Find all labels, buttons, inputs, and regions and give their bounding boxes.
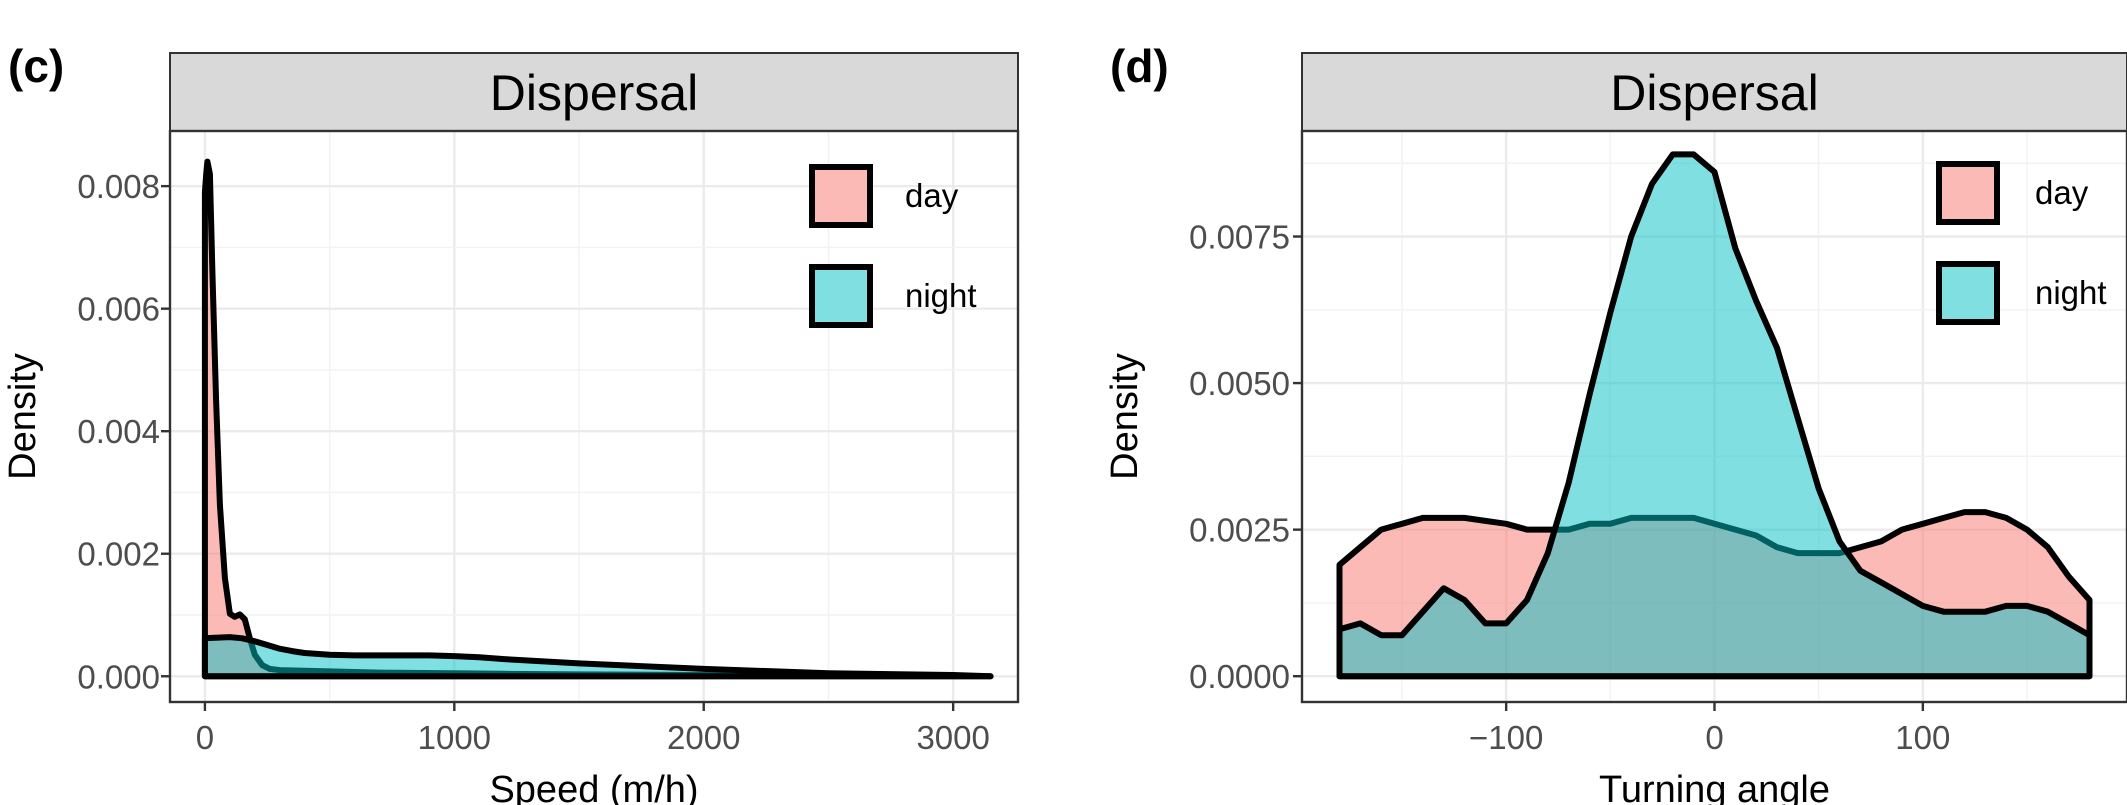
- y-tick-label: 0.0075: [1189, 219, 1290, 256]
- y-axis-title: Density: [2, 353, 44, 480]
- legend-key-day: [809, 164, 873, 228]
- panel-tag: (d): [1110, 40, 1169, 92]
- legend-label-night: night: [2035, 274, 2107, 311]
- x-tick-label: 100: [1895, 719, 1950, 756]
- strip-title: Dispersal: [490, 65, 698, 121]
- x-tick-label: −100: [1469, 719, 1543, 756]
- plot-border: [168, 129, 1020, 704]
- plot-background: [170, 131, 1018, 702]
- x-axis-title: Turning angle: [1599, 769, 1830, 805]
- legend: day night: [1936, 161, 2107, 325]
- y-tick-label: 0.006: [77, 291, 160, 328]
- x-tick-label: 1000: [418, 719, 491, 756]
- legend-item-day: day: [809, 164, 959, 228]
- x-tick-label: 3000: [916, 719, 989, 756]
- legend-item-night: night: [809, 264, 977, 328]
- y-tick-label: 0.000: [77, 658, 160, 695]
- legend-key-night: [1936, 261, 2000, 325]
- legend-label-night: night: [905, 277, 977, 314]
- legend-key-night: [809, 264, 873, 328]
- legend: day night: [809, 164, 977, 328]
- y-tick-label: 0.0025: [1189, 512, 1290, 549]
- y-tick-label: 0.004: [77, 413, 160, 450]
- density-layer: [201, 158, 994, 680]
- chart-panel-1: (c) Dispersal 0 1000 2000 3000 0.000 0.002 0.004…: [2, 40, 1020, 805]
- y-axis-title: Density: [1104, 353, 1146, 480]
- panel-tag: (c): [8, 40, 64, 92]
- chart-panel-2: (d) Dispersal −100 0 100 0.0000 0.0025 0.0050 0.…: [1104, 40, 2127, 805]
- density-night: [1336, 151, 2093, 680]
- x-tick-label: 0: [1705, 719, 1723, 756]
- legend-label-day: day: [905, 177, 959, 214]
- density-layer: [1336, 151, 2093, 680]
- legend-item-day: day: [1936, 161, 2089, 225]
- legend-label-day: day: [2035, 174, 2089, 211]
- y-tick-label: 0.008: [77, 168, 160, 205]
- legend-item-night: night: [1936, 261, 2107, 325]
- strip-header: [169, 52, 1019, 132]
- y-tick-label: 0.0050: [1189, 365, 1290, 402]
- x-tick-label: 2000: [667, 719, 740, 756]
- y-tick-label: 0.002: [77, 536, 160, 573]
- y-tick-label: 0.0000: [1189, 658, 1290, 695]
- legend-key-day: [1936, 161, 2000, 225]
- x-tick-label: 0: [196, 719, 214, 756]
- x-axis-title: Speed (m/h): [489, 769, 698, 805]
- strip-title: Dispersal: [1610, 65, 1818, 121]
- density-night: [201, 634, 994, 680]
